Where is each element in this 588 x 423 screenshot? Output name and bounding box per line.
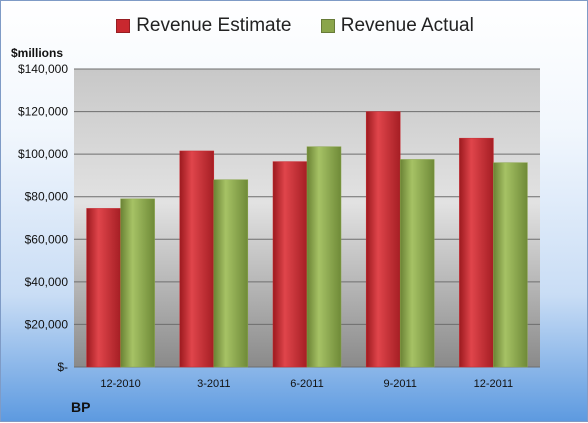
bar-revenue-estimate [459,137,494,368]
y-tick-label: $40,000 [25,275,69,289]
bar-revenue-actual [213,179,249,368]
y-tick-label: $120,000 [18,105,68,119]
legend-item-estimate: Revenue Estimate [116,15,291,37]
bar-revenue-estimate [179,150,215,368]
y-tick-label: $- [57,360,68,374]
legend: Revenue Estimate Revenue Actual [1,15,588,39]
bar-revenue-actual [306,146,342,368]
x-tick-label: 9-2011 [383,378,416,390]
x-tick-label: 3-2011 [197,378,230,390]
y-tick-label: $100,000 [18,147,68,161]
y-axis-unit-label: $millions [11,46,64,60]
legend-label-actual: Revenue Actual [340,15,474,36]
x-tick-label: 12-2011 [474,378,514,390]
y-tick-label: $20,000 [25,317,69,331]
bar-revenue-actual [493,162,528,368]
bar-revenue-estimate [86,208,121,368]
x-tick-label: 12-2010 [100,378,140,390]
x-tick-label: 6-2011 [290,378,323,390]
legend-swatch-actual [320,19,335,33]
y-tick-label: $140,000 [18,62,68,76]
legend-swatch-estimate [116,19,131,33]
bar-revenue-estimate [365,111,401,368]
legend-item-actual: Revenue Actual [320,15,474,37]
y-tick-label: $60,000 [25,232,69,246]
bar-revenue-actual [120,198,155,368]
legend-label-estimate: Revenue Estimate [136,15,292,36]
bar-revenue-actual [399,159,435,368]
y-tick-label: $80,000 [25,190,69,204]
company-label: BP [71,399,91,415]
bar-revenue-estimate [272,161,308,368]
